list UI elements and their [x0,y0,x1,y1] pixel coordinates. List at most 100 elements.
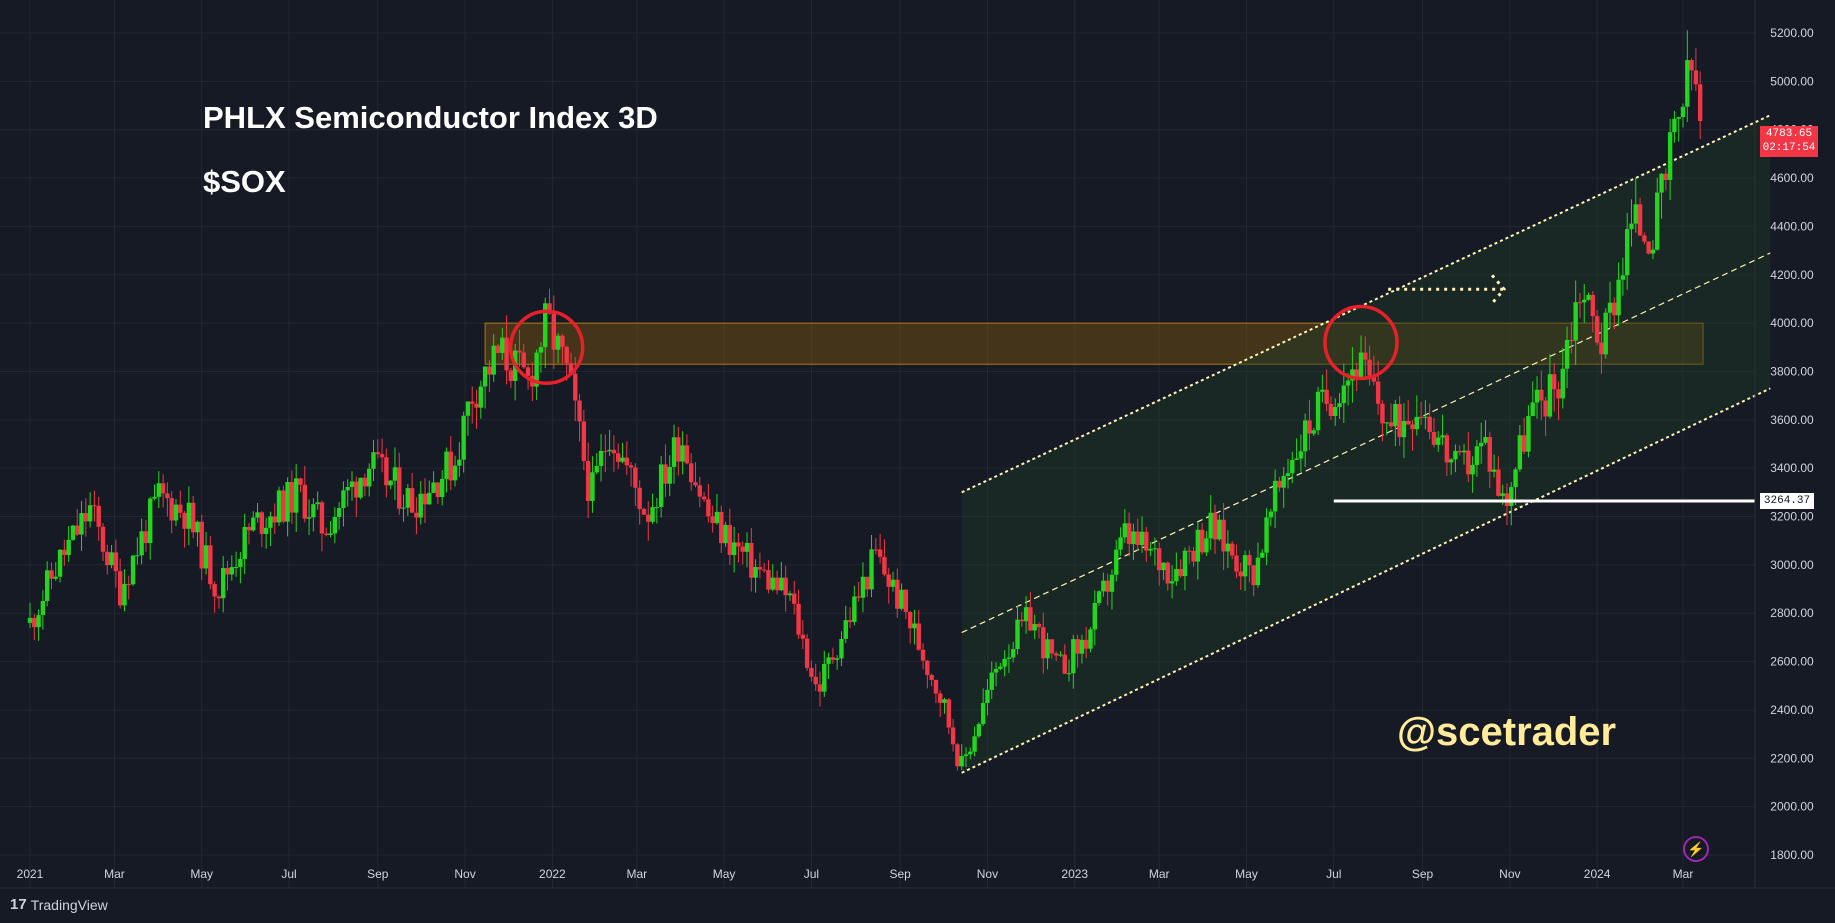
candle-down [409,488,415,513]
candle-down [1234,555,1239,572]
candle-up [538,347,544,353]
candle-down [783,577,788,596]
candle-down [182,512,187,529]
candle-up [1358,352,1364,379]
lightning-icon[interactable]: ⚡ [1683,836,1709,862]
candle-down [495,345,501,353]
candle-down [1689,60,1694,71]
candle-down [169,498,174,521]
candle-down [1427,416,1432,433]
candle-down [886,574,891,587]
candle-up [1118,537,1123,550]
candlestick-series [27,30,1703,771]
candle-down [100,526,106,552]
candle-up [671,437,677,467]
candle-down [96,505,101,527]
candle-up [1101,580,1106,592]
candle-down [525,367,531,376]
candle-down [259,512,265,534]
candle-up [534,352,539,387]
candle-up [667,466,672,484]
candle-down [1053,653,1059,656]
candle-down [1594,316,1600,343]
time-tick-label: Jul [804,867,819,881]
candle-up [1148,548,1153,551]
candle-down [577,400,582,422]
tradingview-logo[interactable]: 17 TradingView [10,896,108,913]
annotations [508,274,1755,503]
candle-down [856,596,861,598]
time-tick-label: Nov [977,867,998,881]
candle-up [427,492,432,505]
resistance-zone [484,322,1704,365]
candle-down [603,450,608,452]
candle-down [955,744,960,767]
candle-up [1616,279,1621,316]
price-tick-label: 3200.00 [1770,510,1814,524]
candle-down [1049,639,1055,654]
candle-up [1607,302,1613,313]
candle-down [1247,555,1252,566]
time-tick-label: Nov [454,867,475,881]
candle-up [465,401,471,416]
candle-down [611,449,617,454]
price-tick-label: 4400.00 [1770,219,1814,233]
candle-down [560,335,565,347]
candle-down [1637,204,1643,236]
candle-down [1406,421,1411,425]
price-tick-label: 2000.00 [1770,800,1814,814]
candle-down [1354,369,1359,379]
candle-up [268,516,273,528]
candle-down [470,401,475,404]
candle-up [972,736,977,752]
candle-down [817,684,823,692]
price-tick-label: 3600.00 [1770,413,1814,427]
candle-up [130,555,136,585]
candle-down [1165,562,1170,584]
price-tick-label: 2200.00 [1770,751,1814,765]
candle-down [298,478,303,485]
candle-up [1131,531,1136,545]
candle-up [306,517,312,519]
candle-down [1431,432,1437,445]
candle-up [787,593,793,596]
candle-up [1182,550,1188,577]
candle-down [414,512,419,518]
candle-down [1663,173,1669,180]
author-watermark: @scetrader [1397,710,1617,754]
candle-up [276,490,282,523]
channel-mid-line [961,252,1771,634]
time-tick-label: 2024 [1584,867,1611,881]
candle-up [555,335,561,350]
candle-up [1225,543,1231,552]
candle-up [1337,403,1342,408]
channel-lower-line [961,387,1771,774]
time-axis[interactable]: 2021 Mar May Jul Sep Nov 2022 Mar May Jul Sep Nov 20… [17,867,1694,881]
candle-up [293,478,299,513]
candle-up [959,756,964,767]
candle-up [1491,469,1497,472]
candle-down [1697,84,1703,122]
candle-up [345,487,350,491]
candle-up [1320,389,1325,392]
candle-up [461,415,466,460]
candle-up [1659,173,1664,193]
candle-down [504,337,509,371]
candle-up [1217,519,1222,540]
candle-up [1302,420,1308,452]
candle-up [109,552,114,566]
candle-up [1560,368,1565,399]
candle-down [1569,339,1574,341]
candle-down [740,546,745,552]
candle-down [628,465,634,468]
candle-down [474,403,479,408]
candle-up [1315,391,1321,431]
candle-up [869,549,874,590]
candle-up [40,601,46,616]
candle-up [139,531,144,556]
candle-up [1530,402,1535,417]
price-axis[interactable]: 1800.00 2000.00 2200.00 2400.00 2600.00 2800.… [1770,26,1814,862]
candle-up [1603,312,1608,355]
candle-down [564,346,569,364]
